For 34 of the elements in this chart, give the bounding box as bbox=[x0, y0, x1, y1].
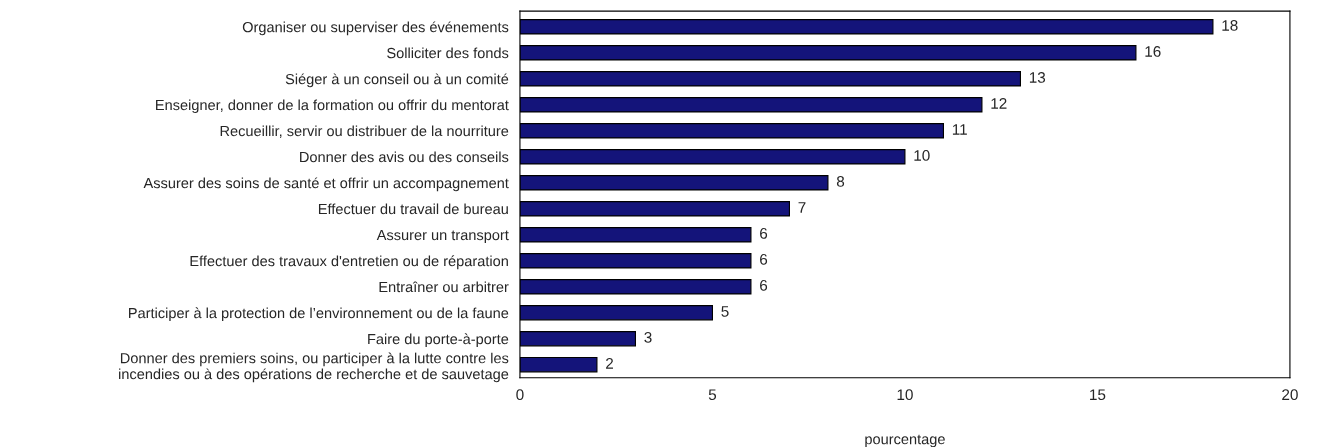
x-tick-label: 5 bbox=[708, 389, 717, 401]
data-label: 6 bbox=[760, 280, 768, 291]
x-tick-label: 15 bbox=[1090, 389, 1106, 401]
data-label: 16 bbox=[1145, 46, 1161, 57]
y-tick-label: Participer à la protection de l’environnement ou de la faune bbox=[129, 307, 509, 322]
y-tick-label: Siéger à un conseil ou à un comité bbox=[285, 73, 509, 88]
data-label: 12 bbox=[991, 98, 1007, 109]
x-tick-label: 0 bbox=[516, 389, 524, 401]
y-tick-label: Effectuer du travail de bureau bbox=[318, 203, 508, 215]
data-label: 3 bbox=[644, 332, 652, 343]
data-label: 10 bbox=[914, 150, 930, 161]
data-label: 6 bbox=[760, 228, 768, 239]
y-tick-label: Assurer des soins de santé et offrir un accompagnement bbox=[143, 177, 509, 192]
data-label: 5 bbox=[721, 306, 729, 317]
data-label: 6 bbox=[760, 254, 768, 265]
data-label: 18 bbox=[1222, 20, 1238, 31]
y-tick-label: Donner des premiers soins, ou participer à la lutte contre les incendies ou à des opérations de recherche et de sauvetage bbox=[119, 352, 509, 383]
y-tick-label: Enseigner, donner de la formation ou offrir du mentorat bbox=[156, 99, 509, 114]
y-tick-label: Organiser ou superviser des événements bbox=[242, 21, 509, 36]
data-label: 8 bbox=[836, 176, 845, 187]
x-tick-label: 10 bbox=[897, 389, 913, 401]
y-tick-label: Effectuer des travaux d'entretien ou de réparation bbox=[190, 255, 508, 270]
y-tick-label: Faire du porte-à-porte bbox=[368, 333, 509, 348]
x-axis-title: pourcentage bbox=[865, 434, 945, 447]
x-tick-label: 20 bbox=[1282, 389, 1298, 401]
y-tick-label: Donner des avis ou des conseils bbox=[300, 151, 509, 163]
y-tick-label: Assurer un transport bbox=[376, 229, 509, 244]
data-label: 13 bbox=[1029, 72, 1046, 83]
data-label: 11 bbox=[952, 124, 967, 135]
y-tick-label: Solliciter des fonds bbox=[387, 47, 509, 59]
data-label: 7 bbox=[798, 202, 806, 213]
data-label: 2 bbox=[606, 358, 613, 369]
y-tick-label: Entraîner ou arbitrer bbox=[379, 281, 509, 293]
y-tick-label: Recueillir, servir ou distribuer de la nourriture bbox=[220, 125, 509, 138]
